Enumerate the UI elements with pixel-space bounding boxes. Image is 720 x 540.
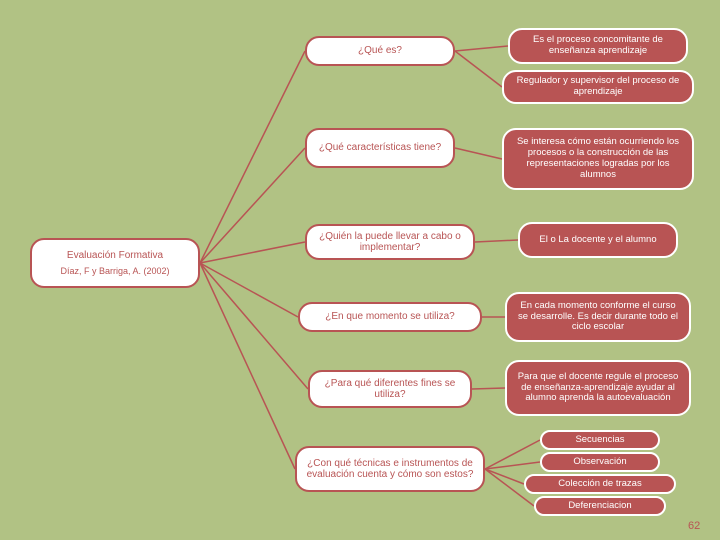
answer-node: Colección de trazas [524,474,676,494]
answer-node: Secuencias [540,430,660,450]
answer-node: Se interesa cómo están ocurriendo los pr… [502,128,694,190]
question-node: ¿Qué es? [305,36,455,66]
answer-node: Es el proceso concomitante de enseñanza … [508,28,688,64]
question-node: ¿Para qué diferentes fines se utiliza? [308,370,472,408]
answer-node: Regulador y supervisor del proceso de ap… [502,70,694,104]
answer-node: Observación [540,452,660,472]
answer-node: El o La docente y el alumno [518,222,678,258]
root-title: Evaluación Formativa [60,250,169,262]
answer-node: Para que el docente regule el proceso de… [505,360,691,416]
root-node: Evaluación Formativa Díaz, F y Barriga, … [30,238,200,288]
question-node: ¿Quién la puede llevar a cabo o implemen… [305,224,475,260]
root-subtitle: Díaz, F y Barriga, A. (2002) [60,266,169,276]
question-node: ¿Qué características tiene? [305,128,455,168]
answer-node: En cada momento conforme el curso se des… [505,292,691,342]
question-node: ¿Con qué técnicas e instrumentos de eval… [295,446,485,492]
page-number: 62 [688,520,700,532]
question-node: ¿En que momento se utiliza? [298,302,482,332]
answer-node: Deferenciacion [534,496,666,516]
